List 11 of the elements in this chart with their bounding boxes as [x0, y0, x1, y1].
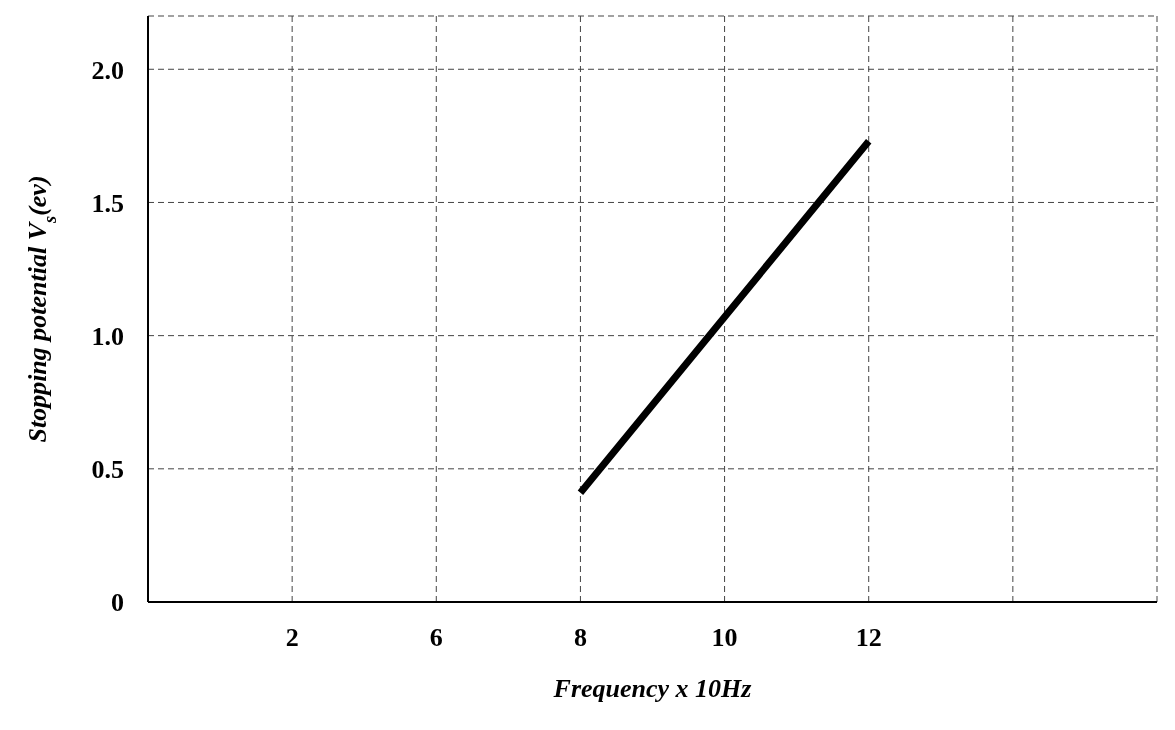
x-tick-label: 6 — [429, 623, 443, 653]
x-tick-label: 10 — [711, 623, 738, 653]
x-axis-title: Frequency x 10Hz — [552, 674, 753, 703]
x-tick-label: 12 — [855, 623, 882, 653]
x-tick-label: 8 — [573, 623, 587, 653]
y-tick-label: 0 — [111, 588, 124, 618]
y-tick-label: 1.0 — [91, 321, 124, 351]
y-tick-label: 2.0 — [91, 55, 124, 85]
x-tick-label: 2 — [285, 623, 299, 653]
y-tick-label: 0.5 — [91, 455, 124, 485]
y-tick-label: 1.5 — [91, 188, 124, 218]
